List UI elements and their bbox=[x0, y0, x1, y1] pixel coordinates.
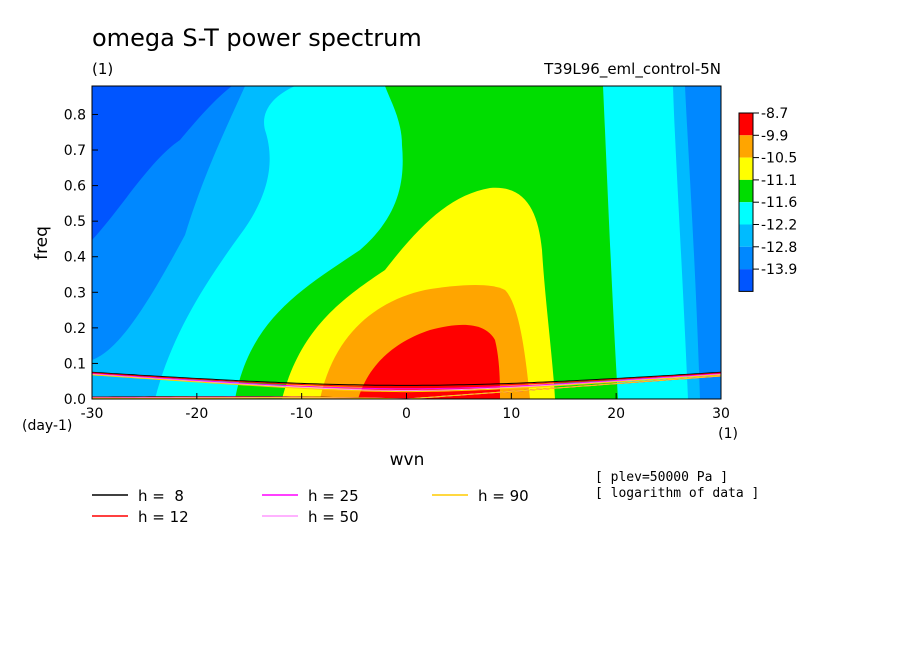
y-tick-label: 0.4 bbox=[64, 250, 86, 266]
y-tick-label: 0.8 bbox=[64, 107, 86, 123]
dispersion-curve-h8 bbox=[92, 371, 721, 386]
colorbar-swatch bbox=[739, 246, 753, 270]
chart-title: omega S-T power spectrum bbox=[92, 24, 422, 52]
colorbar: -8.7 -9.9 -10.5 -11.1 -11.6 -12.2 -12.8 -13.9 bbox=[738, 106, 797, 292]
colorbar-swatch bbox=[739, 157, 753, 180]
x-tick-label: 10 bbox=[502, 406, 520, 422]
x-tick-label: -20 bbox=[185, 406, 208, 422]
colorbar-swatch bbox=[739, 224, 753, 247]
dispersion-curve-h90 bbox=[92, 397, 407, 399]
note-plev: [ plev=50000 Pa ] bbox=[595, 470, 728, 485]
y-tick-label: 0.2 bbox=[64, 321, 86, 337]
chart-subtitle: T39L96_eml_control-5N bbox=[543, 60, 721, 79]
dispersion-curve-h90 bbox=[92, 374, 721, 393]
title-unit: (1) bbox=[92, 60, 113, 78]
legend: h = 8 h = 12 h = 25 h = 50 h = 90 bbox=[92, 487, 529, 526]
dispersion-curve-h12 bbox=[92, 372, 721, 388]
y-tick-label: 0.7 bbox=[64, 143, 86, 159]
colorbar-swatch bbox=[739, 202, 753, 225]
axes: -30 -20 -10 0 10 20 30 0.0 0.1 0.2 0.3 0.4 0.5 0.6 0.7… bbox=[64, 107, 730, 422]
legend-label-h50: h = 50 bbox=[308, 508, 359, 526]
dispersion-curve-h25 bbox=[92, 373, 721, 390]
x-axis-label: wvn bbox=[390, 450, 425, 470]
y-tick-label: 0.5 bbox=[64, 214, 86, 230]
colorbar-label: -11.6 bbox=[761, 195, 797, 211]
colorbar-swatch bbox=[739, 269, 753, 292]
colorbar-label: -11.1 bbox=[761, 173, 797, 189]
legend-label-h12: h = 12 bbox=[138, 508, 189, 526]
legend-label-h25: h = 25 bbox=[308, 487, 359, 505]
legend-label-h8: h = 8 bbox=[138, 487, 184, 505]
y-axis-label: freq bbox=[32, 226, 52, 260]
legend-label-h90: h = 90 bbox=[478, 487, 529, 505]
colorbar-label: -10.5 bbox=[761, 151, 797, 167]
dispersion-curve-h90 bbox=[406, 375, 721, 399]
x-tick-label: 30 bbox=[712, 406, 730, 422]
x-tick-label: 20 bbox=[607, 406, 625, 422]
colorbar-label: -12.2 bbox=[761, 218, 797, 234]
colorbar-swatch bbox=[739, 179, 753, 203]
heatmap-area bbox=[92, 86, 721, 399]
y-tick-label: 0.0 bbox=[64, 392, 86, 408]
colorbar-label: -8.7 bbox=[761, 106, 788, 122]
colorbar-label: -12.8 bbox=[761, 240, 797, 256]
x-tick-label: -30 bbox=[81, 406, 104, 422]
note-logarithm: [ logarithm of data ] bbox=[595, 486, 759, 501]
x-tick-label: -10 bbox=[290, 406, 313, 422]
y-tick-label: 0.6 bbox=[64, 179, 86, 195]
x-unit-label: (1) bbox=[718, 426, 738, 442]
dispersion-curves bbox=[92, 371, 721, 399]
y-unit-label: (day-1) bbox=[22, 418, 72, 434]
band-level-1 bbox=[358, 324, 500, 399]
y-tick-label: 0.1 bbox=[64, 356, 86, 372]
colorbar-label: -13.9 bbox=[761, 262, 797, 278]
colorbar-label: -9.9 bbox=[761, 128, 788, 144]
y-tick-label: 0.3 bbox=[64, 285, 86, 301]
colorbar-swatch bbox=[739, 113, 753, 136]
x-tick-label: 0 bbox=[402, 406, 411, 422]
colorbar-swatch bbox=[739, 135, 753, 158]
